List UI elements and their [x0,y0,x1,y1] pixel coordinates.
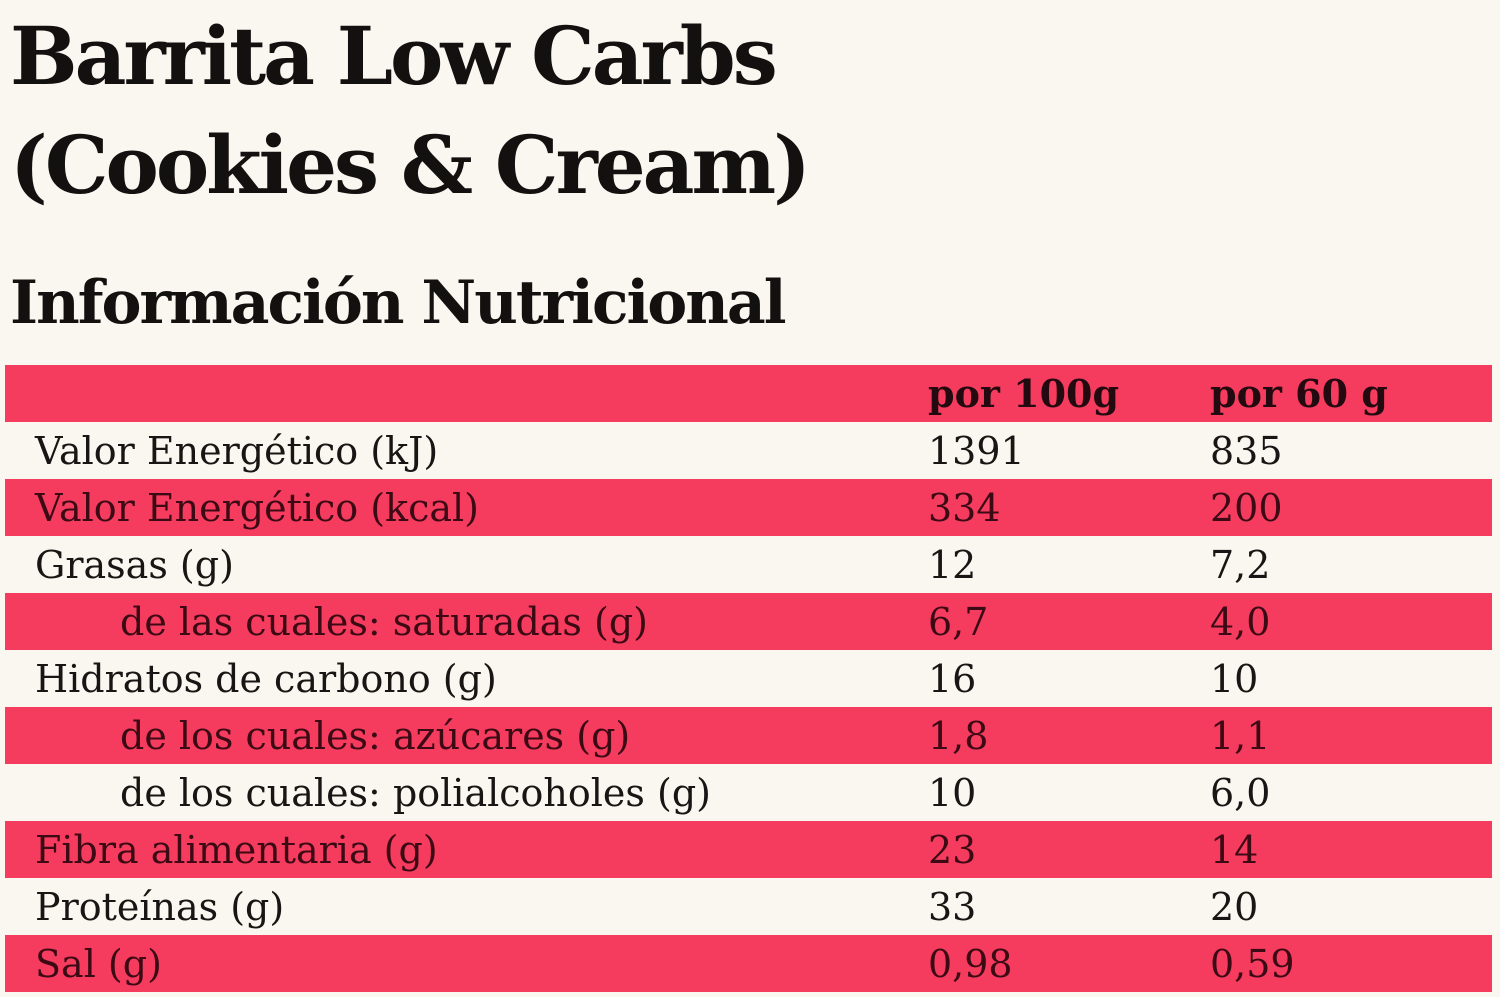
row-value-per100-cell: 33 [928,884,977,929]
row-label-cell: de los cuales: polialcoholes (g) [120,770,711,815]
row-value-per100-cell: 334 [928,485,1001,530]
table-row: de los cuales: azúcares (g) 1,8 1,1 [5,707,1492,764]
row-value-per60-cell: 7,2 [1210,542,1271,587]
row-value-per60-cell: 14 [1210,827,1259,872]
row-value-per100-cell: 6,7 [928,599,989,644]
table-row: Hidratos de carbono (g) 16 10 [5,650,1492,707]
row-label-cell: Fibra alimentaria (g) [35,827,438,872]
row-label-cell: de las cuales: saturadas (g) [120,599,648,644]
row-label-cell: de los cuales: azúcares (g) [120,713,631,758]
row-label-cell: Valor Energético (kJ) [35,428,439,473]
row-label-cell: Grasas (g) [35,542,234,587]
row-label-cell: Sal (g) [35,941,162,986]
row-value-per100-cell: 0,98 [928,941,1013,986]
row-value-per60-cell: 835 [1210,428,1283,473]
table-row: Valor Energético (kcal) 334 200 [5,479,1492,536]
row-value-per100-cell: 23 [928,827,977,872]
row-value-per100-cell: 1391 [928,428,1025,473]
row-value-per60-cell: 4,0 [1210,599,1271,644]
row-value-per60-cell: 1,1 [1210,713,1271,758]
column-header-per-60g: por 60 g [1210,371,1388,416]
row-value-per100-cell: 12 [928,542,977,587]
table-row: de los cuales: polialcoholes (g) 10 6,0 [5,764,1492,821]
page-title: Barrita Low Carbs (Cookies & Cream) [0,0,1500,220]
table-row: Proteínas (g) 33 20 [5,878,1492,935]
nutrition-table: por 100g por 60 g Valor Energético (kJ) … [5,365,1492,992]
row-value-per100-cell: 10 [928,770,977,815]
row-label-cell: Hidratos de carbono (g) [35,656,497,701]
table-row: de las cuales: saturadas (g) 6,7 4,0 [5,593,1492,650]
table-row: Grasas (g) 12 7,2 [5,536,1492,593]
table-row: Fibra alimentaria (g) 23 14 [5,821,1492,878]
page-title-line-1: Barrita Low Carbs [10,9,778,103]
row-label-cell: Valor Energético (kcal) [35,485,479,530]
row-value-per60-cell: 0,59 [1210,941,1295,986]
page-title-line-2: (Cookies & Cream) [10,117,811,212]
table-row: Valor Energético (kJ) 1391 835 [5,422,1492,479]
column-header-per-100g: por 100g [928,371,1120,416]
section-title: Información Nutricional [10,267,787,338]
row-label-cell: Proteínas (g) [35,884,285,929]
row-value-per60-cell: 20 [1210,884,1259,929]
row-value-per60-cell: 6,0 [1210,770,1271,815]
table-header-row: por 100g por 60 g [5,365,1492,422]
nutrition-table-body: Valor Energético (kJ) 1391 835 Valor Ene… [5,422,1492,992]
row-value-per60-cell: 200 [1210,485,1283,530]
row-value-per100-cell: 1,8 [928,713,989,758]
row-value-per60-cell: 10 [1210,656,1259,701]
row-value-per100-cell: 16 [928,656,977,701]
table-row: Sal (g) 0,98 0,59 [5,935,1492,992]
